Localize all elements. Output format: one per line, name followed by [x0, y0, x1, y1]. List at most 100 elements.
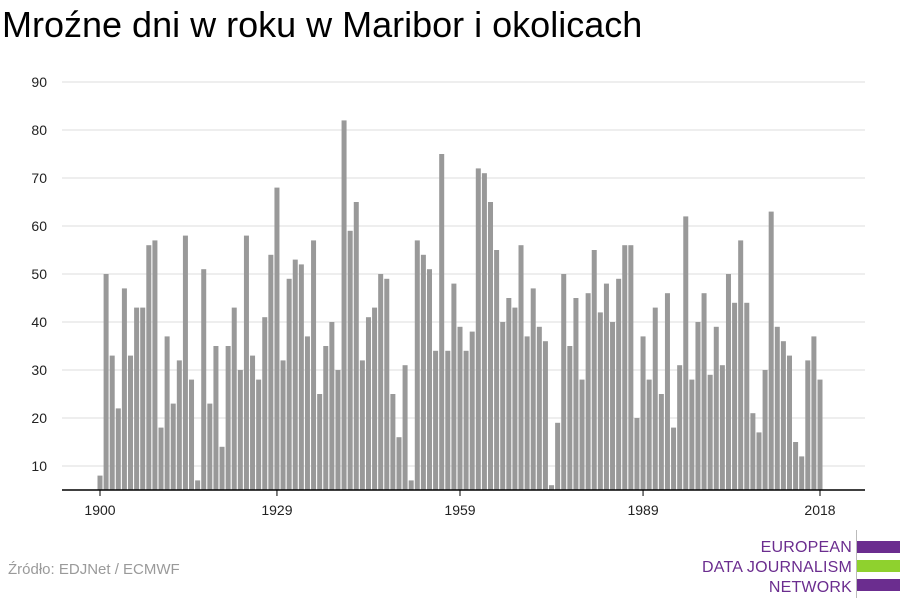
- bar: [652, 307, 658, 490]
- bar: [189, 379, 195, 490]
- bar: [128, 355, 134, 490]
- bar: [616, 278, 622, 490]
- bar: [268, 254, 274, 490]
- bar: [683, 216, 689, 490]
- bar: [762, 370, 768, 490]
- bar: [298, 264, 304, 490]
- bar: [414, 240, 420, 490]
- bar: [341, 120, 347, 491]
- bar: [732, 302, 738, 490]
- bar: [158, 427, 164, 490]
- logo-bar-top: [857, 541, 900, 553]
- y-tick-label: 90: [31, 74, 47, 90]
- bar: [555, 422, 561, 490]
- bar: [103, 274, 109, 490]
- logo-line-1: EUROPEAN: [760, 539, 852, 556]
- bar: [494, 250, 500, 490]
- bar: [780, 341, 786, 490]
- y-tick-label: 20: [31, 410, 47, 426]
- bar: [799, 456, 805, 490]
- bar: [115, 408, 121, 490]
- bar: [561, 274, 567, 490]
- y-axis-labels: 10 20 30 40 50 60 70 80 90: [31, 74, 47, 474]
- logo-divider: [856, 530, 857, 598]
- bar: [677, 365, 683, 490]
- bar: [664, 293, 670, 490]
- y-tick-label: 10: [31, 458, 47, 474]
- bar: [250, 355, 256, 490]
- bar: [756, 432, 762, 490]
- bar: [811, 336, 817, 490]
- bar: [610, 322, 616, 490]
- bar: [463, 350, 469, 490]
- bar: [335, 370, 341, 490]
- bar: [573, 298, 579, 490]
- bar: [817, 379, 823, 490]
- bar: [567, 346, 573, 490]
- bar: [140, 307, 146, 490]
- bar: [658, 394, 664, 490]
- bar: [738, 240, 744, 490]
- bar: [805, 360, 811, 490]
- bar: [542, 341, 548, 490]
- bar: [317, 394, 323, 490]
- bar: [182, 235, 188, 490]
- bar: [231, 307, 237, 490]
- bar: [701, 293, 707, 490]
- logo-bar-bottom: [857, 579, 900, 591]
- bar: [286, 278, 292, 490]
- bar: [500, 322, 506, 490]
- bar: [671, 427, 677, 490]
- bar: [219, 446, 225, 490]
- bar: [488, 202, 494, 490]
- bar: [585, 293, 591, 490]
- y-tick-label: 60: [31, 218, 47, 234]
- x-tick-label: 1959: [444, 502, 475, 518]
- logo-text: EUROPEAN DATA JOURNALISM NETWORK: [702, 538, 852, 598]
- bar: [457, 326, 463, 490]
- bar: [713, 326, 719, 490]
- bar: [384, 278, 390, 490]
- bar: [793, 442, 799, 490]
- bar: [353, 202, 359, 490]
- bar: [579, 379, 585, 490]
- bar: [195, 480, 201, 490]
- bar: [262, 317, 268, 490]
- bar: [445, 350, 451, 490]
- logo-bar-middle: [857, 560, 900, 572]
- x-tick-label: 1989: [627, 502, 658, 518]
- bar: [768, 211, 774, 490]
- bar: [451, 283, 457, 490]
- bar: [304, 336, 310, 490]
- bars: [97, 120, 823, 491]
- bar: [109, 355, 115, 490]
- bar: [134, 307, 140, 490]
- bar: [121, 288, 127, 490]
- gridlines: [62, 81, 865, 467]
- bar: [359, 360, 365, 490]
- bar: [207, 403, 213, 490]
- logo-line-2: DATA JOURNALISM: [702, 559, 852, 576]
- x-tick-label: 2018: [804, 502, 835, 518]
- bar: [695, 322, 701, 490]
- bar: [347, 230, 353, 491]
- bar: [372, 307, 378, 490]
- bar: [646, 379, 652, 490]
- bar: [97, 475, 103, 490]
- bar: [225, 346, 231, 490]
- bar: [378, 274, 384, 490]
- bar: [439, 154, 445, 490]
- bar: [365, 317, 371, 490]
- logo-line-3: NETWORK: [768, 579, 852, 596]
- x-axis: 1900 1929 1959 1989 2018: [62, 489, 865, 518]
- bar: [243, 235, 249, 490]
- bar: [402, 365, 408, 490]
- bar: [536, 326, 542, 490]
- bar: [237, 370, 243, 490]
- y-tick-label: 70: [31, 170, 47, 186]
- y-tick-label: 50: [31, 266, 47, 282]
- bar: [311, 240, 317, 490]
- source-note: Źródło: EDJNet / ECMWF: [8, 561, 180, 578]
- edjnet-logo: EUROPEAN DATA JOURNALISM NETWORK: [702, 530, 900, 598]
